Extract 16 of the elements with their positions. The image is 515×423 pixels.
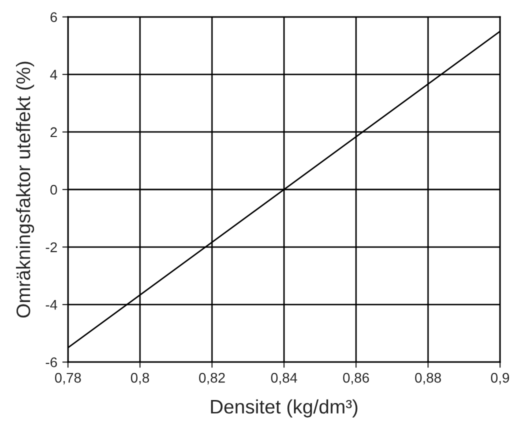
x-tick-label: 0,84 (271, 372, 298, 384)
y-tick-label: 2 (50, 127, 57, 138)
y-tick-label: 0 (50, 184, 58, 195)
x-tick-label: 0,86 (343, 372, 369, 384)
x-tick-label: 0,9 (490, 372, 510, 384)
x-tick-label: 0,78 (55, 372, 81, 384)
y-tick-label: 6 (50, 12, 57, 22)
y-tick-label: 4 (50, 70, 58, 80)
x-axis-title: Densitet (kg/dm³) (211, 399, 358, 418)
x-tick-label: 0,8 (130, 372, 150, 384)
x-tick-label: 0,88 (415, 372, 441, 384)
y-tick-label: -2 (46, 242, 57, 252)
y-tick-label: -6 (46, 357, 57, 368)
x-tick-label: 0,82 (199, 372, 225, 384)
y-tick-label: -4 (46, 300, 58, 310)
y-axis-title: Omräkningsfaktor uteffekt (%) (16, 62, 34, 318)
